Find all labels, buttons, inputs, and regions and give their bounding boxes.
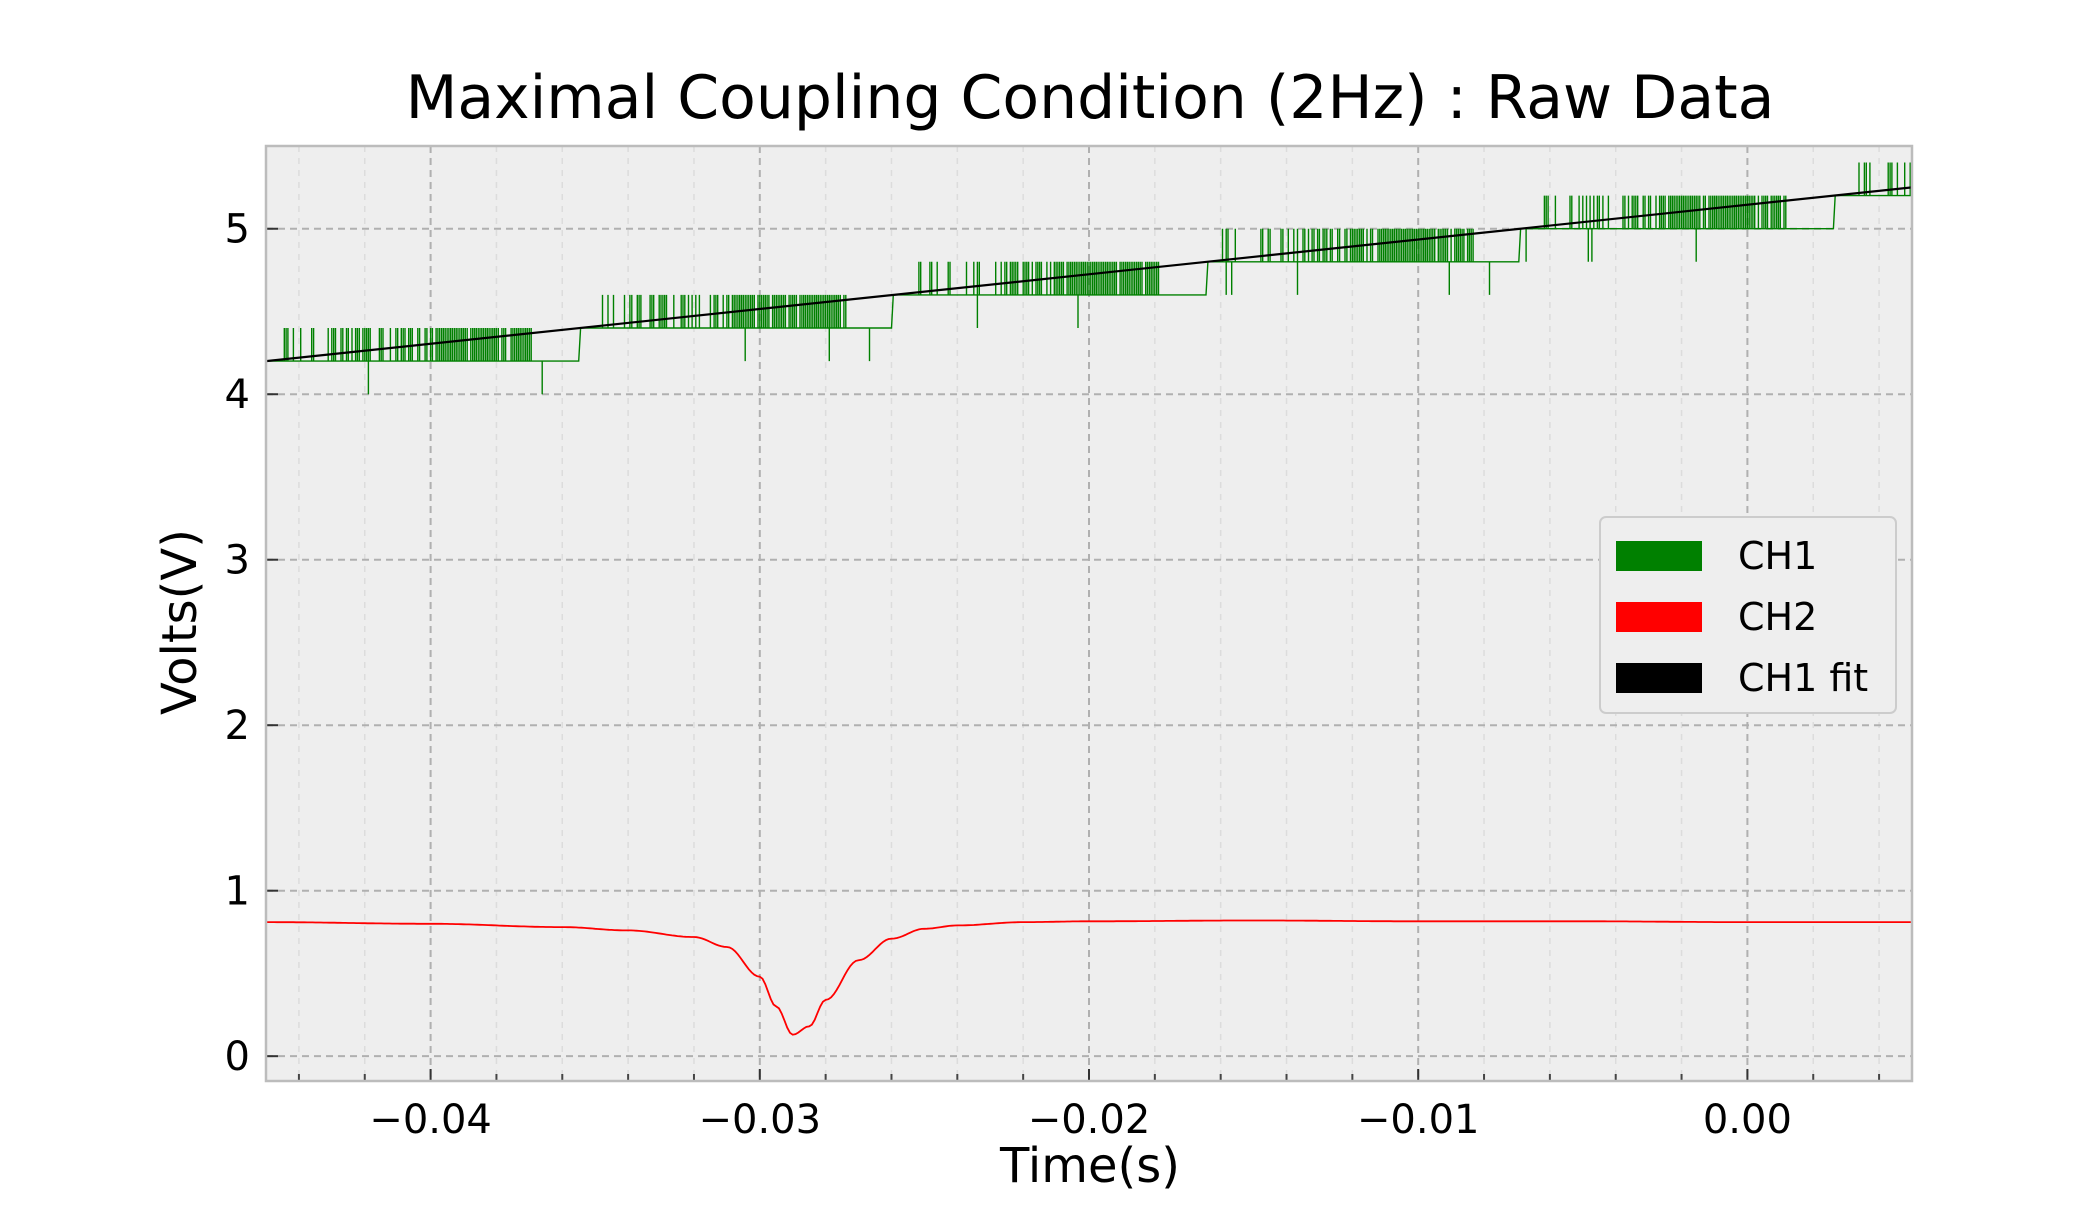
x-tick-label: −0.04 xyxy=(369,1097,492,1143)
series-ch2-line xyxy=(266,919,1912,1036)
legend-label: CH1 fit xyxy=(1738,656,1868,700)
legend-swatch xyxy=(1616,663,1702,693)
y-axis-label: Volts(V) xyxy=(152,529,208,715)
chart-title: Maximal Coupling Condition (2Hz) : Raw D… xyxy=(406,63,1775,133)
series-ch1-line xyxy=(266,162,1912,395)
series-ch1-fit-line xyxy=(266,186,1912,363)
series-group xyxy=(266,162,1912,1036)
x-tick-label: 0.00 xyxy=(1703,1097,1792,1143)
legend: CH1 CH2 CH1 fit xyxy=(1599,516,1897,714)
y-tick-label: 5 xyxy=(225,207,250,253)
y-tick-label: 2 xyxy=(225,703,250,749)
x-tick-label: −0.03 xyxy=(699,1097,822,1143)
legend-label: CH1 xyxy=(1738,534,1817,578)
y-tick-label: 0 xyxy=(225,1034,250,1080)
plot-frame xyxy=(264,144,1914,1083)
x-axis-label: Time(s) xyxy=(999,1138,1180,1194)
y-tick-label: 4 xyxy=(225,372,250,418)
legend-label: CH2 xyxy=(1738,595,1817,639)
x-tick-label: −0.01 xyxy=(1357,1097,1480,1143)
legend-swatch xyxy=(1616,541,1702,571)
y-tick-label: 3 xyxy=(225,538,250,584)
y-tick-label: 1 xyxy=(225,869,250,915)
legend-swatch xyxy=(1616,602,1702,632)
x-tick-label: −0.02 xyxy=(1028,1097,1151,1143)
